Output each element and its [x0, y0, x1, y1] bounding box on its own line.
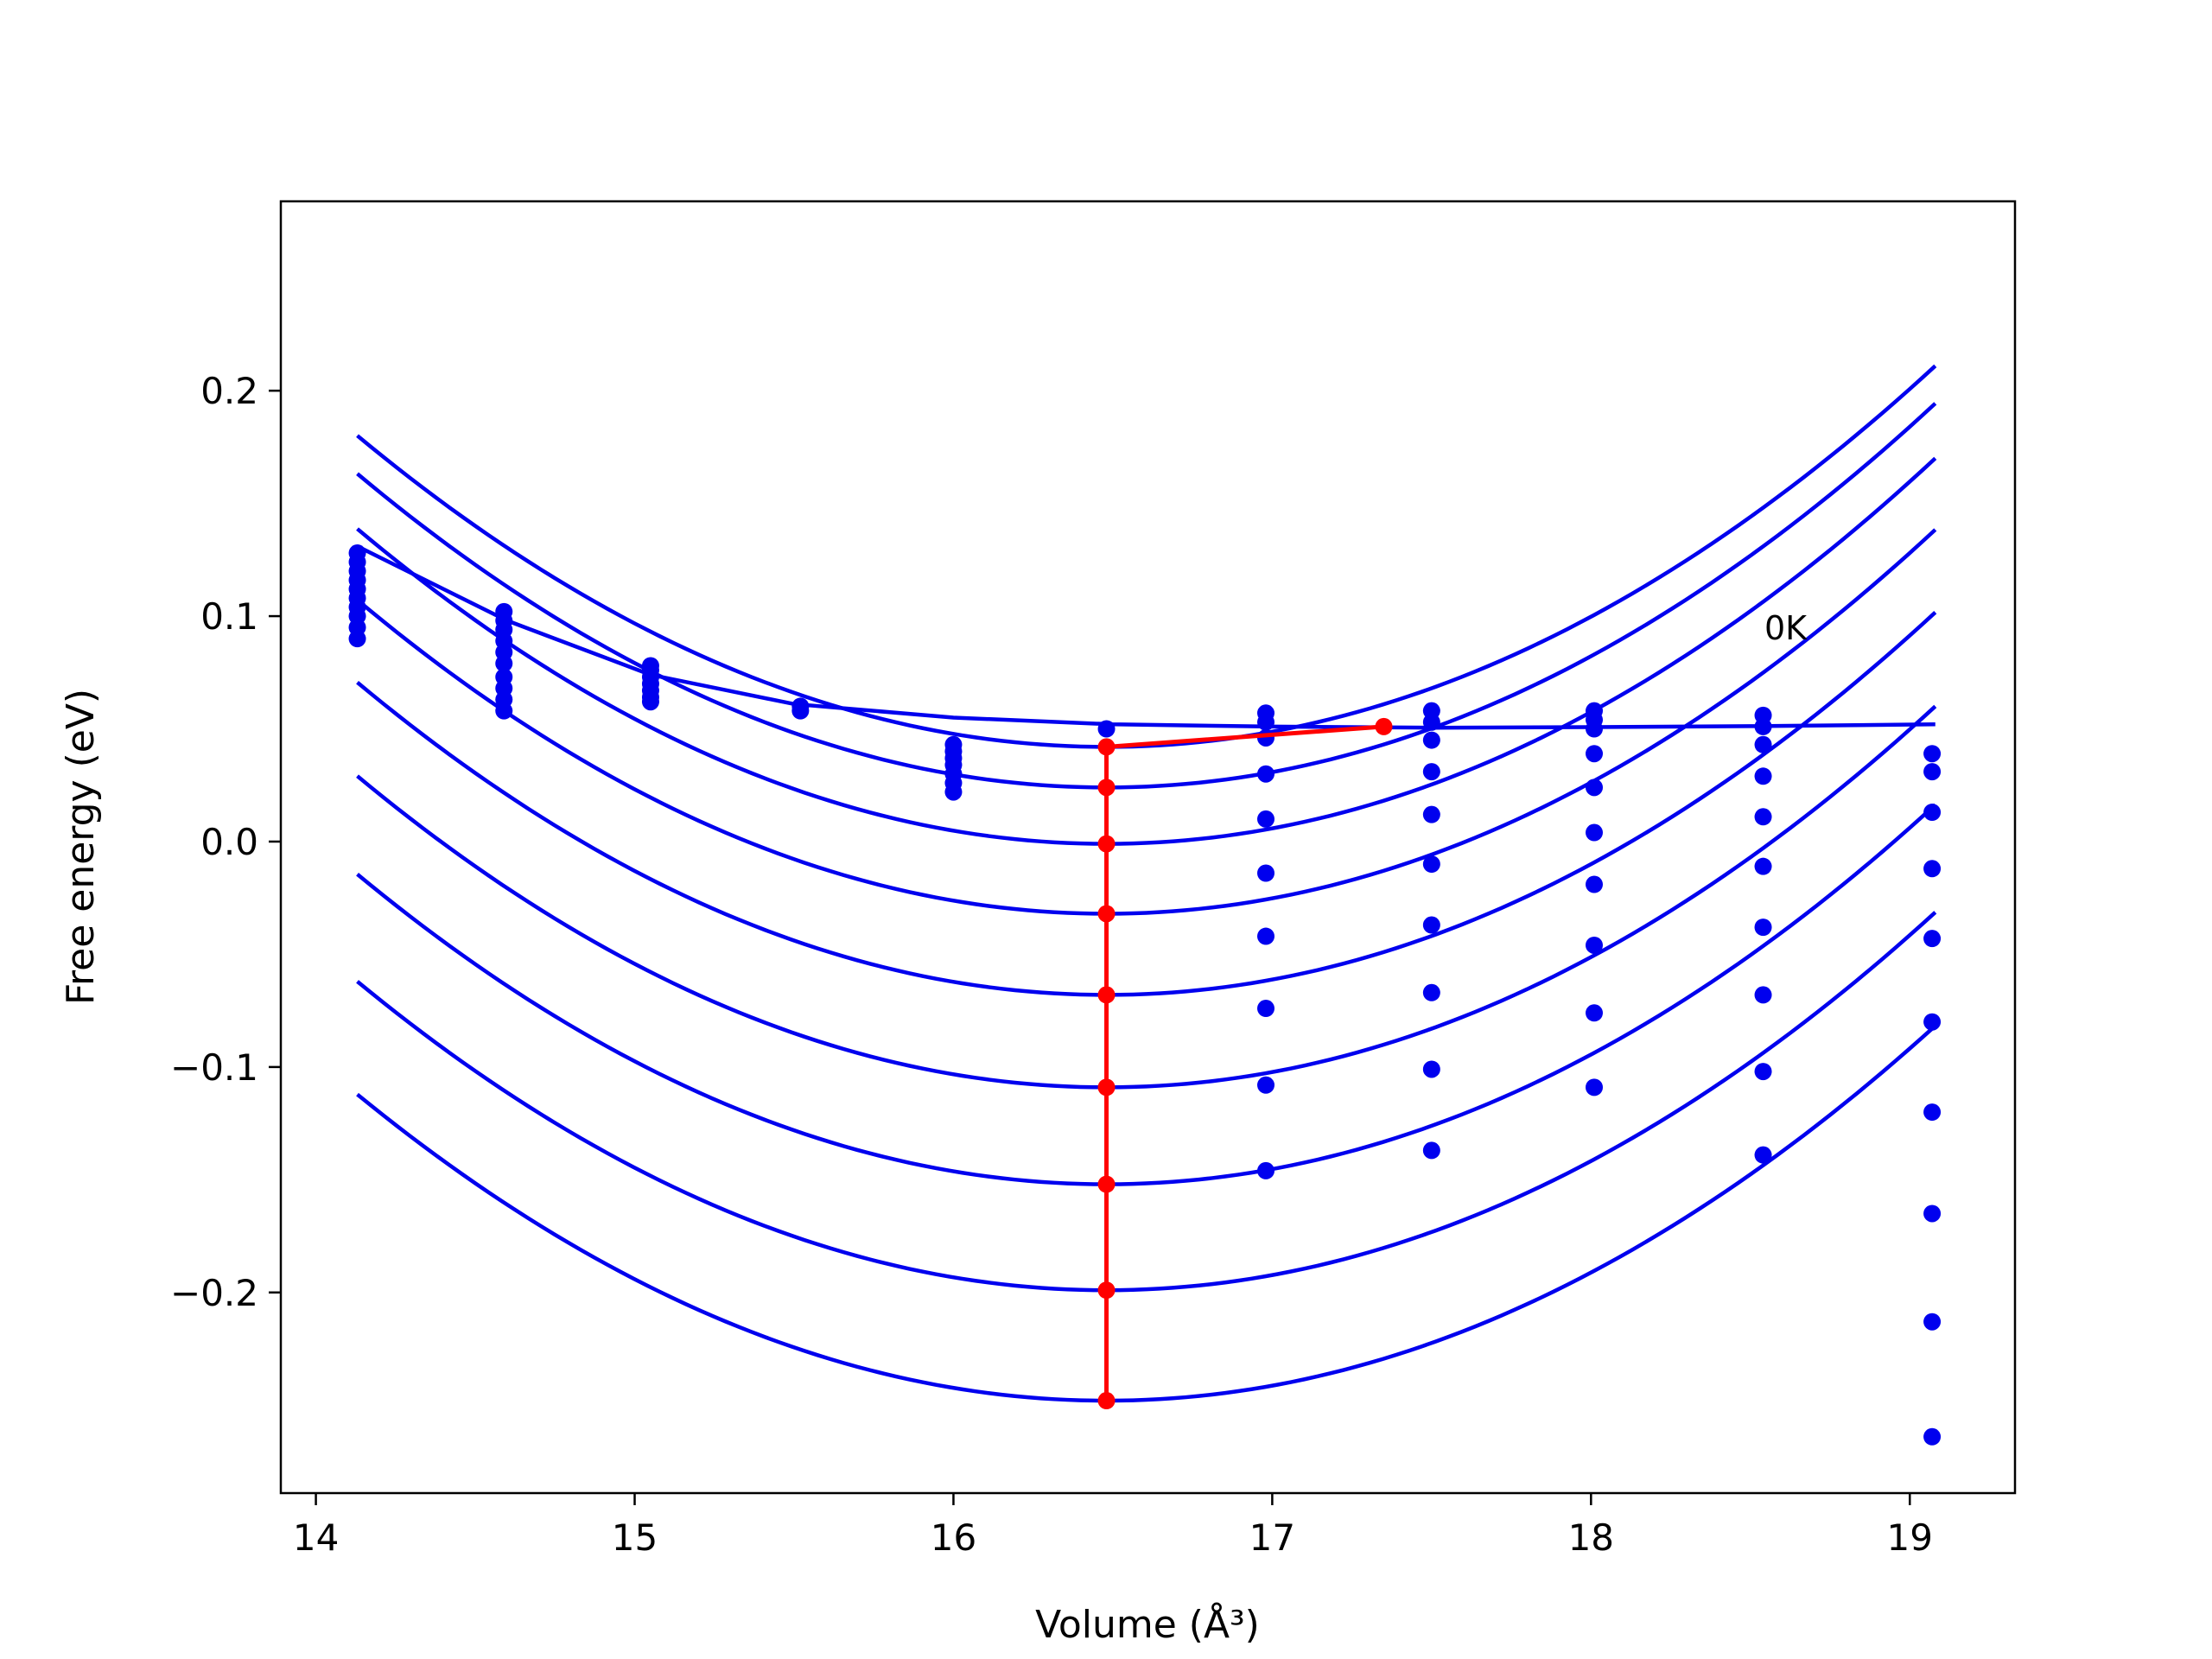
data-point-7-6	[1422, 916, 1440, 934]
data-point-10-4	[1923, 930, 1942, 948]
data-point-10-2	[1923, 804, 1942, 822]
data-point-6-7	[1257, 1000, 1275, 1018]
y-axis: −0.2 −0.1 0.0 0.1 0.2	[170, 370, 281, 1314]
data-point-10-0	[1923, 745, 1942, 763]
data-point-6-3	[1257, 765, 1275, 783]
data-point-7-5	[1422, 855, 1440, 874]
data-point-0-9	[348, 630, 366, 648]
x-tick-label: 16	[931, 1516, 976, 1559]
fit-curve-9	[356, 1024, 1937, 1403]
data-point-8-5	[1586, 823, 1604, 842]
minimum-path-point-1	[1097, 1281, 1116, 1300]
data-point-10-9	[1923, 1427, 1942, 1446]
x-tick-label: 18	[1568, 1516, 1614, 1559]
data-point-8-8	[1586, 1004, 1604, 1022]
y-axis-title: Free energy (eV)	[59, 689, 103, 1005]
minimum-path-point-0	[1097, 1392, 1116, 1410]
y-tick-label: 0.1	[200, 595, 258, 638]
data-point-8-6	[1586, 875, 1604, 893]
minimum-path-line	[1104, 724, 1384, 1402]
x-tick-label: 14	[293, 1516, 339, 1559]
data-point-7-1	[1422, 713, 1440, 731]
data-point-6-1	[1257, 713, 1275, 731]
data-point-4-6	[944, 783, 963, 801]
data-point-6-9	[1257, 1161, 1275, 1179]
data-point-8-3	[1586, 745, 1604, 763]
data-point-1-9	[495, 702, 513, 720]
data-point-9-5	[1754, 857, 1772, 875]
data-point-6-2	[1257, 728, 1275, 747]
fit-curve-6	[356, 704, 1937, 1090]
data-point-7-2	[1422, 731, 1440, 749]
data-point-10-3	[1923, 860, 1942, 878]
data-point-7-8	[1422, 1060, 1440, 1078]
data-point-10-5	[1923, 1013, 1942, 1031]
fit-curve-2	[356, 402, 1937, 790]
plot-frame	[279, 200, 2017, 1495]
curve-annotation-0k: 0K	[1764, 609, 1808, 647]
data-point-7-3	[1422, 763, 1440, 781]
data-point-7-9	[1422, 1141, 1440, 1160]
data-point-1-5	[495, 654, 513, 672]
data-point-9-8	[1754, 1063, 1772, 1081]
fit-curve-3	[356, 456, 1937, 846]
y-tick-label: 0.0	[200, 821, 258, 863]
y-tick-label: 0.2	[200, 370, 258, 412]
data-point-9-6	[1754, 918, 1772, 937]
data-point-9-3	[1754, 767, 1772, 785]
fit-curve-8	[356, 911, 1937, 1293]
data-point-9-7	[1754, 986, 1772, 1004]
minimum-path-point-9	[1375, 717, 1393, 735]
data-point-8-9	[1586, 1078, 1604, 1096]
data-point-9-4	[1754, 808, 1772, 826]
y-tick-label: −0.1	[170, 1046, 258, 1089]
x-tick-label: 19	[1887, 1516, 1933, 1559]
data-point-9-1	[1754, 717, 1772, 735]
data-point-9-2	[1754, 735, 1772, 753]
minimum-path-point-6	[1097, 835, 1116, 853]
data-point-8-4	[1586, 779, 1604, 797]
x-axis: 14 15 16 17 18 19	[293, 1493, 1933, 1559]
minimum-path-point-4	[1097, 986, 1116, 1004]
data-point-6-8	[1257, 1076, 1275, 1094]
data-point-2-6	[641, 693, 659, 711]
data-point-8-7	[1586, 936, 1604, 954]
data-point-7-4	[1422, 805, 1440, 823]
minimum-path-point-3	[1097, 1078, 1116, 1096]
fit-curve-4	[356, 528, 1937, 916]
x-tick-label: 15	[612, 1516, 658, 1559]
y-tick-label: −0.2	[170, 1272, 258, 1314]
minimum-path-point-7	[1097, 779, 1116, 797]
data-point-6-5	[1257, 864, 1275, 882]
x-tick-label: 17	[1249, 1516, 1295, 1559]
data-point-10-7	[1923, 1205, 1942, 1223]
minimum-path-point-5	[1097, 905, 1116, 923]
data-point-6-4	[1257, 810, 1275, 828]
plot-content	[348, 364, 1942, 1446]
data-point-6-6	[1257, 927, 1275, 945]
data-point-8-2	[1586, 720, 1604, 738]
data-point-5-0	[1097, 720, 1116, 738]
fit-curve-7	[356, 803, 1937, 1186]
data-point-10-1	[1923, 763, 1942, 781]
data-point-10-6	[1923, 1103, 1942, 1122]
fit-curve-5	[356, 611, 1937, 997]
data-point-3-1	[791, 702, 810, 720]
minimum-path-point-8	[1097, 738, 1116, 756]
minimum-path-point-2	[1097, 1175, 1116, 1193]
data-point-9-9	[1754, 1146, 1772, 1164]
data-point-7-7	[1422, 983, 1440, 1001]
x-axis-title: Volume (Å³)	[1035, 1601, 1260, 1647]
data-point-10-8	[1923, 1313, 1942, 1331]
